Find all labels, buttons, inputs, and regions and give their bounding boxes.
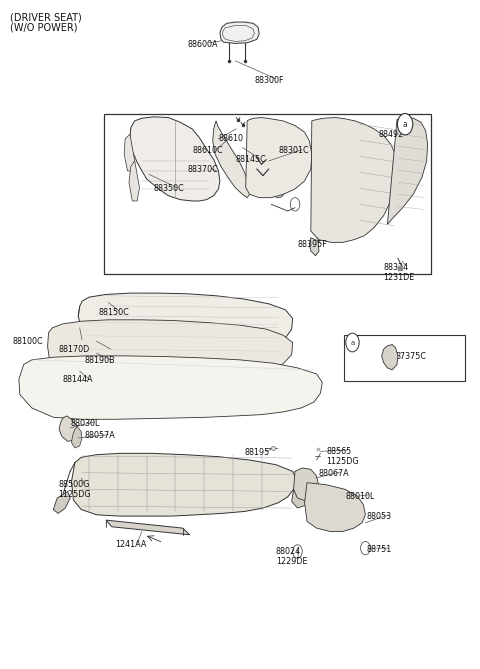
Text: 88190B: 88190B <box>84 356 115 365</box>
Text: 88395F: 88395F <box>298 240 327 249</box>
Bar <box>104 114 432 274</box>
Text: 88751: 88751 <box>367 545 392 554</box>
Text: 88610C: 88610C <box>192 147 223 155</box>
Text: 88195: 88195 <box>245 448 270 457</box>
Circle shape <box>397 114 413 135</box>
Text: 88600A: 88600A <box>187 39 218 49</box>
Polygon shape <box>246 118 312 197</box>
Bar <box>344 334 465 381</box>
Polygon shape <box>387 118 428 224</box>
Text: (W/O POWER): (W/O POWER) <box>10 22 78 32</box>
Text: a: a <box>403 120 408 128</box>
Polygon shape <box>106 520 190 535</box>
Polygon shape <box>292 487 312 508</box>
Polygon shape <box>130 117 220 201</box>
Text: 1241AA: 1241AA <box>116 541 147 549</box>
Polygon shape <box>294 468 319 501</box>
Text: 88610: 88610 <box>218 134 243 143</box>
Polygon shape <box>78 293 293 346</box>
Text: 88057A: 88057A <box>84 432 115 440</box>
Polygon shape <box>310 237 319 256</box>
Polygon shape <box>220 22 259 43</box>
Polygon shape <box>129 161 140 201</box>
Text: 88301C: 88301C <box>278 147 309 155</box>
Text: 87375C: 87375C <box>396 352 427 361</box>
Polygon shape <box>124 134 135 171</box>
Polygon shape <box>59 416 78 442</box>
Text: 88565: 88565 <box>326 447 351 456</box>
Text: 88100C: 88100C <box>12 337 43 346</box>
Text: 88370C: 88370C <box>187 165 218 174</box>
Text: 88067A: 88067A <box>319 469 349 478</box>
Text: 1125DG: 1125DG <box>58 490 91 499</box>
Text: 88030L: 88030L <box>70 419 99 427</box>
Circle shape <box>346 333 359 352</box>
Text: 1125DG: 1125DG <box>326 457 359 466</box>
Text: 88145C: 88145C <box>235 155 266 164</box>
Polygon shape <box>72 454 297 516</box>
Text: 88170D: 88170D <box>58 345 89 355</box>
Polygon shape <box>53 492 70 513</box>
Text: 1229DE: 1229DE <box>276 557 307 566</box>
Text: 88010L: 88010L <box>345 492 375 500</box>
Text: a: a <box>350 339 355 345</box>
Polygon shape <box>305 483 365 531</box>
Polygon shape <box>311 118 397 242</box>
Text: 88350C: 88350C <box>154 185 185 193</box>
Polygon shape <box>19 356 323 419</box>
Polygon shape <box>382 345 398 370</box>
Text: 88024: 88024 <box>276 547 301 556</box>
Circle shape <box>271 177 286 197</box>
Polygon shape <box>213 121 250 197</box>
Text: 88324: 88324 <box>384 263 408 272</box>
Text: 88053: 88053 <box>367 512 392 520</box>
Text: 88300F: 88300F <box>254 76 284 86</box>
Polygon shape <box>72 427 82 448</box>
Text: 88144A: 88144A <box>63 375 94 385</box>
Text: 1231DE: 1231DE <box>384 273 415 282</box>
Text: 88500G: 88500G <box>58 480 89 489</box>
Text: 88492: 88492 <box>379 130 404 138</box>
Polygon shape <box>48 320 293 375</box>
Text: (DRIVER SEAT): (DRIVER SEAT) <box>10 13 82 22</box>
Circle shape <box>331 496 340 509</box>
Circle shape <box>325 488 346 517</box>
Text: 88150C: 88150C <box>99 308 130 317</box>
